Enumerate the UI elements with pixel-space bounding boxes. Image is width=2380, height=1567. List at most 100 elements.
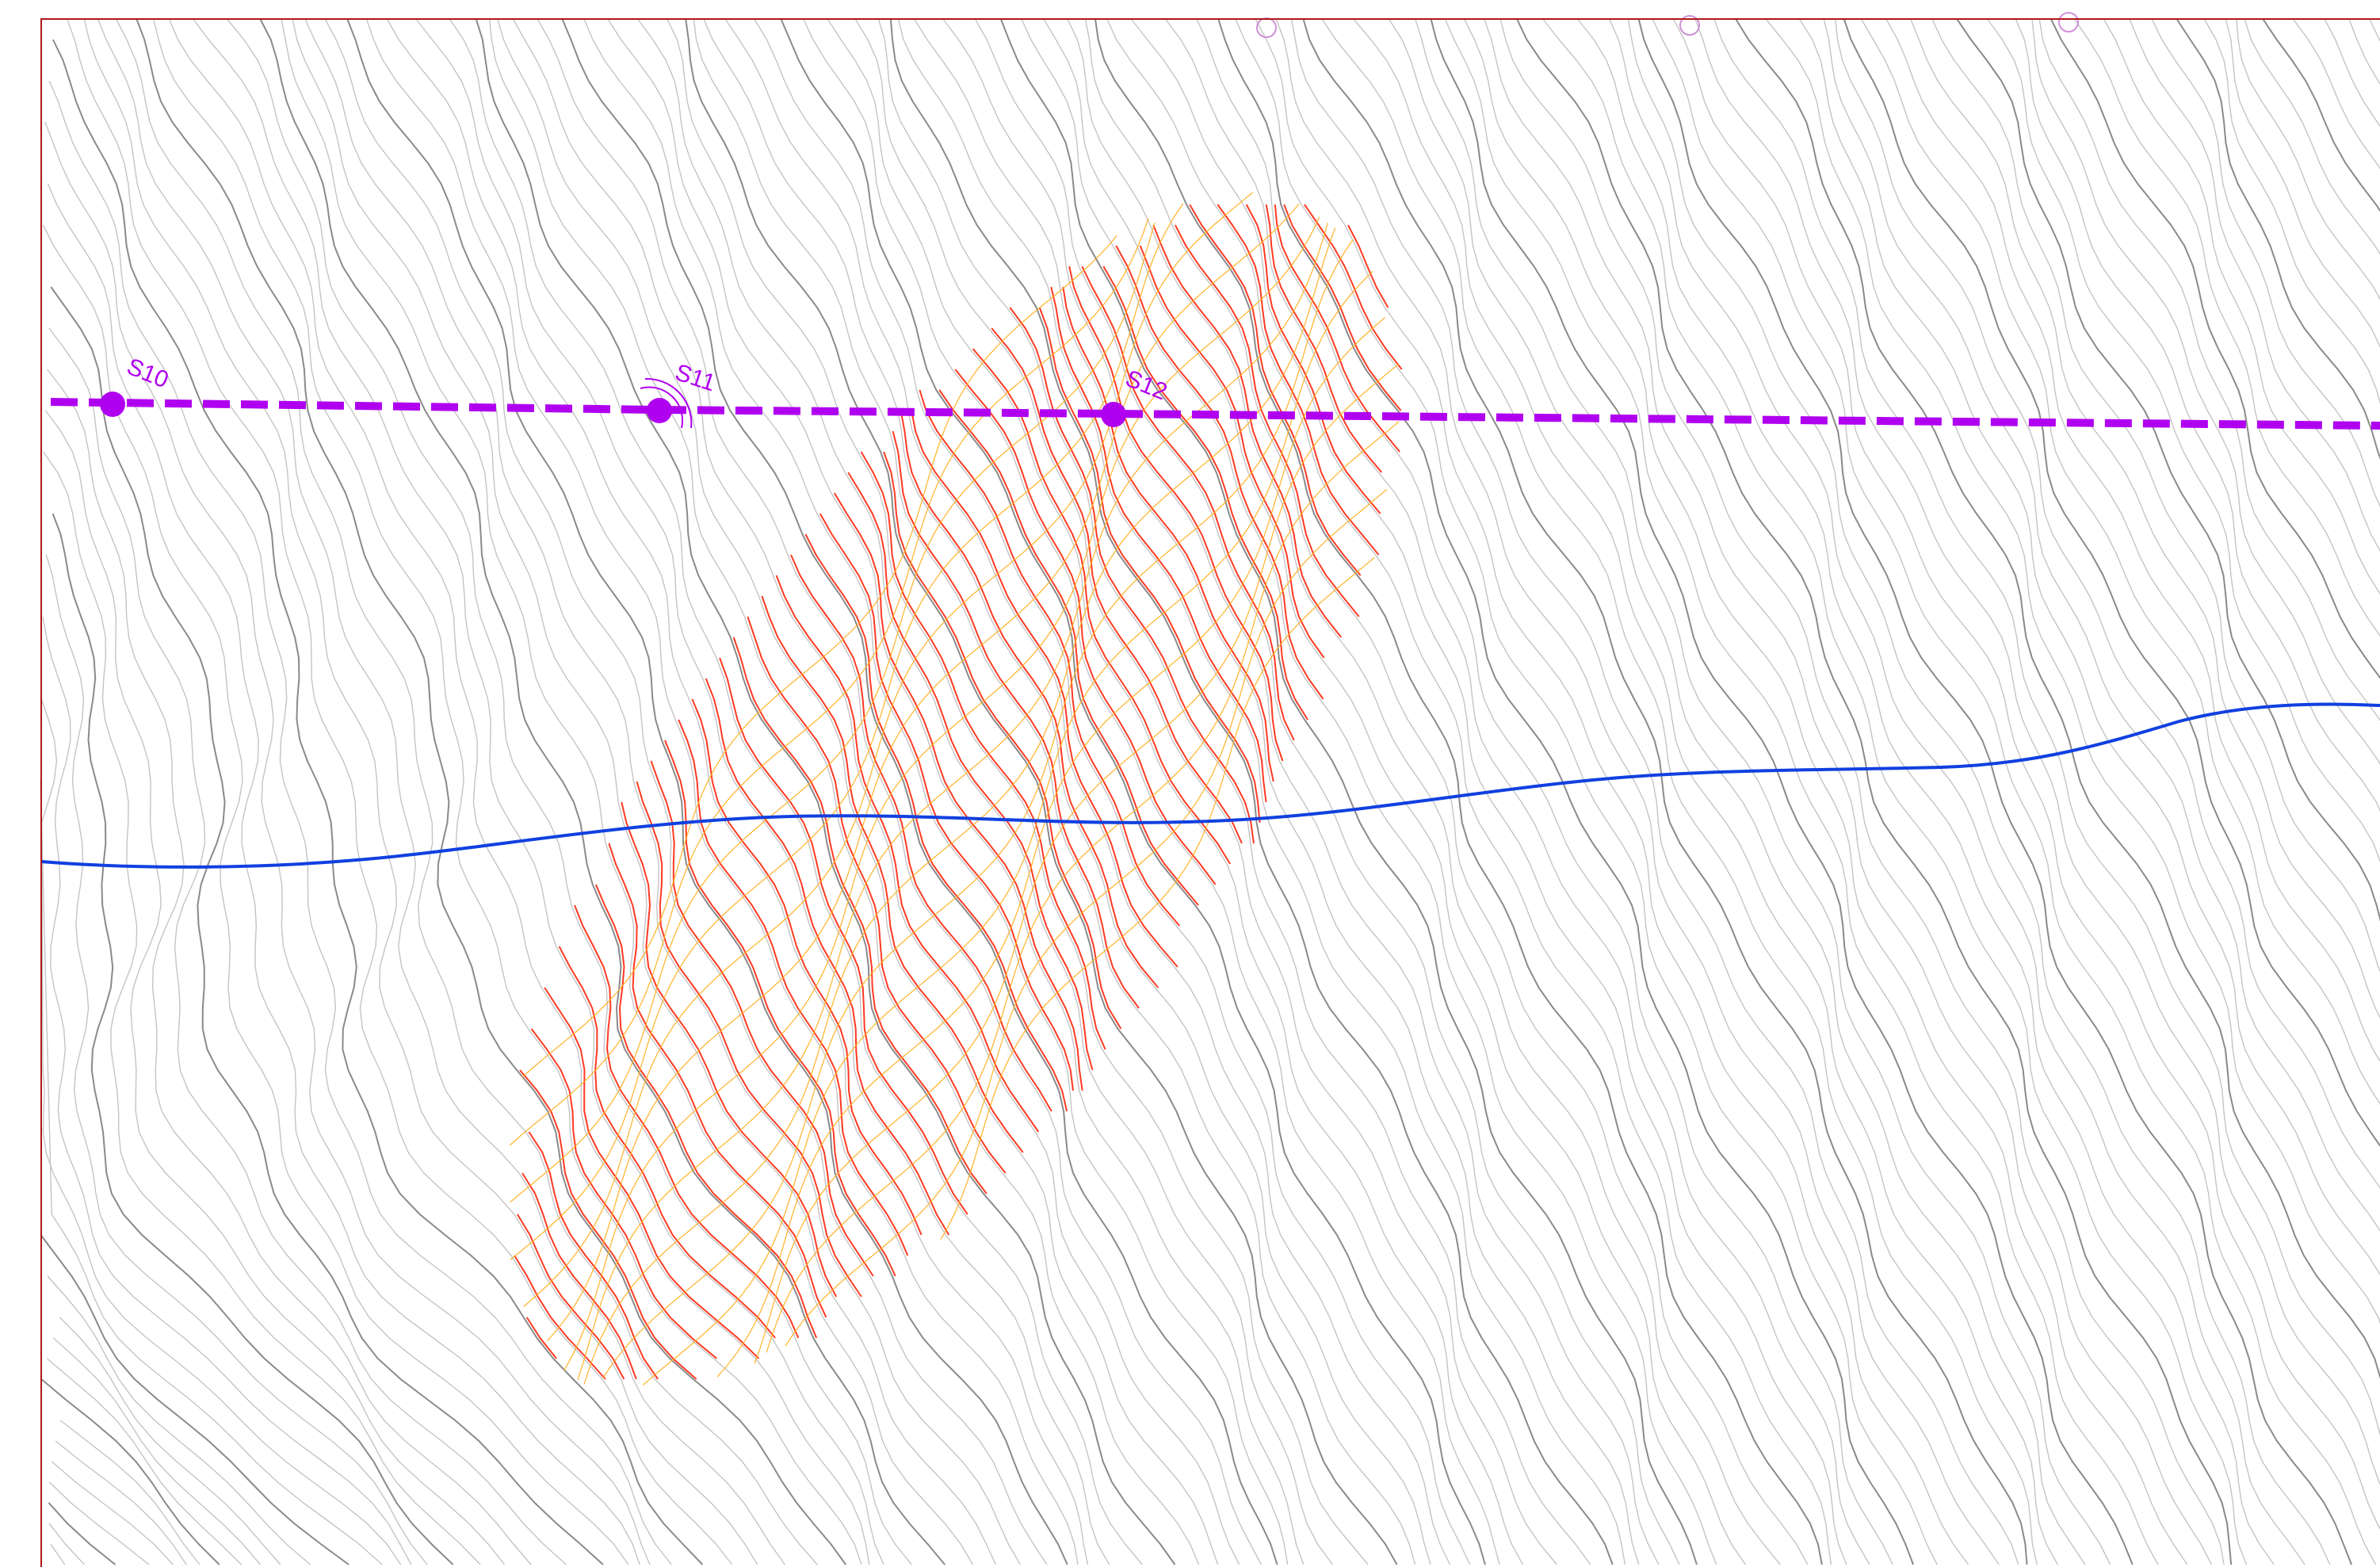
cut-contour-line [883, 451, 1122, 1030]
contour-line [42, 224, 629, 1565]
index-contour-line [2176, 18, 2380, 461]
contour-line [488, 18, 1200, 1565]
index-contour-line [1094, 18, 1823, 1565]
index-contour-line [1735, 18, 2380, 1380]
contour-line [1275, 18, 2000, 1565]
index-contour-line [1516, 18, 2233, 1565]
station-marker-icon[interactable] [100, 392, 125, 417]
contour-line [97, 18, 785, 1565]
contour-line [449, 18, 1143, 1565]
contour-line [1444, 18, 2159, 1565]
cut-contour-line [664, 740, 896, 1277]
contour-line [803, 18, 1500, 1565]
contour-line [942, 18, 1660, 1565]
contour-line [1910, 18, 2380, 1019]
cut-contour-line [1152, 224, 1342, 638]
cut-contour-line [1139, 245, 1325, 659]
contour-line [827, 18, 1524, 1565]
index-contour-line [1217, 18, 1915, 1565]
contour-line [1415, 18, 2111, 1565]
contour-line [1835, 18, 2380, 1189]
contour-line [2103, 18, 2380, 595]
fill-contour-line [754, 363, 1400, 1364]
contour-line [537, 18, 1263, 1565]
contour-line [1577, 18, 2275, 1565]
contour-line [1931, 18, 2380, 973]
contour-line [49, 1481, 150, 1565]
contour-line [1196, 18, 1893, 1565]
contour-line [2015, 18, 2380, 812]
index-contour-line [40, 1378, 220, 1565]
cut-contour-line [1009, 307, 1255, 844]
contour-line [44, 410, 506, 1565]
cut-contour-line [1304, 204, 1403, 370]
contour-line [304, 18, 1022, 1565]
cut-zone-contours [514, 204, 1403, 1380]
cut-contour-line [1245, 204, 1381, 514]
contour-line [59, 1317, 281, 1565]
cut-contour-line [804, 533, 1068, 1112]
contour-line [227, 18, 912, 1565]
cut-contour-line [1062, 286, 1274, 782]
contour-line [877, 18, 1591, 1565]
contour-line [1713, 18, 2380, 1436]
cut-contour-line [678, 719, 909, 1256]
contour-line [1860, 18, 2380, 1105]
cut-contour-line [530, 1028, 717, 1359]
contour-line [1694, 18, 2380, 1485]
cut-contour-line [732, 636, 988, 1194]
index-contour-line [561, 18, 1278, 1565]
index-contour-line [1302, 18, 2028, 1565]
contour-line [2236, 18, 2380, 300]
cut-contour-line [900, 410, 1159, 988]
contour-line [1765, 18, 2380, 1324]
contour-line [44, 121, 651, 1565]
terrain-contours [40, 18, 2380, 1565]
station-marker-icon[interactable] [647, 398, 672, 423]
contour-line [386, 18, 1089, 1565]
index-contour-line [48, 1502, 117, 1565]
contour-line [897, 18, 1626, 1565]
contour-line [1235, 18, 1938, 1565]
cut-contour-line [1217, 204, 1380, 556]
survey-point-icon[interactable] [2058, 12, 2079, 32]
cut-contour-line [650, 760, 874, 1277]
contour-line [52, 1337, 262, 1565]
contour-line [1484, 18, 2213, 1565]
fill-contour-line [523, 192, 1254, 1307]
cut-contour-line [705, 678, 950, 1236]
station-marker-icon[interactable] [1101, 402, 1126, 427]
contour-line [415, 18, 1110, 1565]
survey-points [1256, 12, 2079, 38]
index-contour-line [1956, 18, 2380, 922]
cut-contour-line [1265, 204, 1383, 473]
index-contour-line [52, 39, 704, 1565]
cut-contour-line [1050, 286, 1267, 803]
contour-line [1021, 18, 1717, 1565]
index-contour-line [50, 286, 604, 1565]
fill-contour-line [766, 421, 1400, 1353]
contour-line [59, 1420, 201, 1565]
cut-contour-line [1081, 266, 1295, 741]
contour-line [48, 80, 672, 1565]
contour-line [1798, 18, 2380, 1276]
cut-contour-line [1189, 204, 1362, 576]
cut-contour-line [636, 781, 862, 1298]
cut-contour-line [719, 657, 968, 1215]
index-contour-line [685, 18, 1398, 1565]
contour-line [1106, 18, 1832, 1565]
contour-line [1542, 18, 2248, 1565]
contour-line [1499, 18, 2225, 1565]
contour-line [2225, 18, 2380, 349]
survey-point-icon[interactable] [1679, 15, 1700, 36]
contour-line [724, 18, 1451, 1565]
contour-line [47, 183, 640, 1565]
contour-line [1388, 18, 2086, 1565]
contour-line [40, 781, 383, 1565]
cut-contour-line [558, 946, 776, 1339]
contour-line [48, 327, 567, 1565]
cut-contour-line [519, 1069, 697, 1380]
contour-line [45, 554, 428, 1565]
